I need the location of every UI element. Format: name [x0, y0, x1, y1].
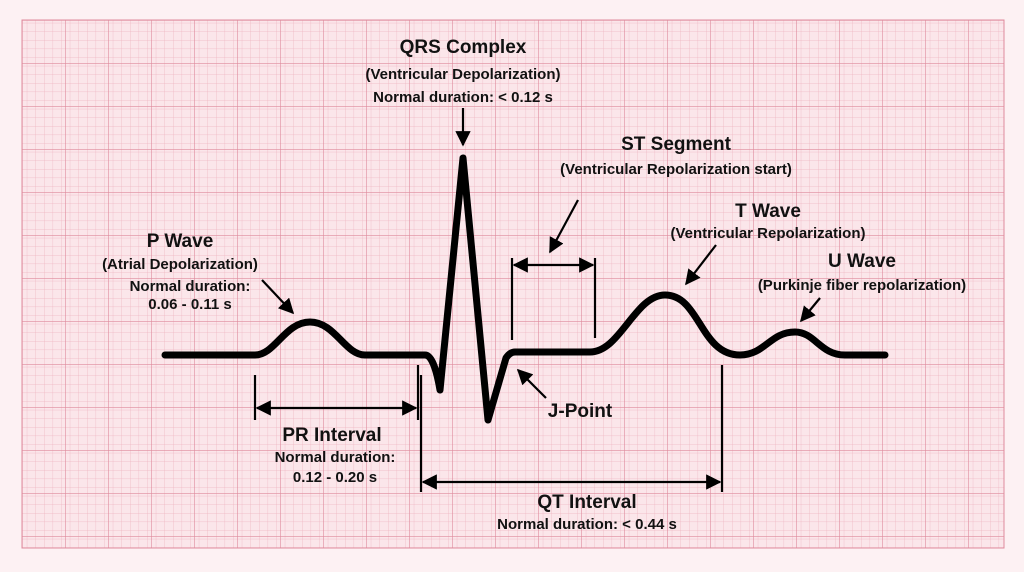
label-title: J-Point — [548, 401, 613, 422]
label-line: (Ventricular Repolarization start) — [560, 161, 792, 178]
label-line: Normal duration: — [275, 449, 396, 466]
label-line: Normal duration: < 0.44 s — [497, 516, 677, 533]
ecg-trace — [161, 154, 889, 424]
label-title: U Wave — [828, 251, 896, 272]
annotation-arrows — [253, 108, 821, 492]
label-line: (Ventricular Repolarization) — [670, 225, 865, 242]
labels: QRS Complex (Ventricular Depolarization) N… — [102, 37, 966, 533]
label-title: T Wave — [735, 201, 801, 222]
label-line: (Atrial Depolarization) — [102, 256, 258, 273]
label-line: 0.06 - 0.11 s — [148, 296, 231, 313]
label-title: PR Interval — [282, 425, 381, 446]
label-line: (Ventricular Depolarization) — [365, 66, 560, 83]
label-line: Normal duration: < 0.12 s — [373, 89, 553, 106]
label-title: QT Interval — [537, 492, 636, 513]
label-title: QRS Complex — [400, 37, 527, 58]
label-line: Normal duration: — [130, 278, 251, 295]
label-line: (Purkinje fiber repolarization) — [758, 277, 966, 294]
label-title: ST Segment — [621, 134, 731, 155]
label-line: 0.12 - 0.20 s — [293, 469, 377, 486]
label-title: P Wave — [147, 231, 214, 252]
